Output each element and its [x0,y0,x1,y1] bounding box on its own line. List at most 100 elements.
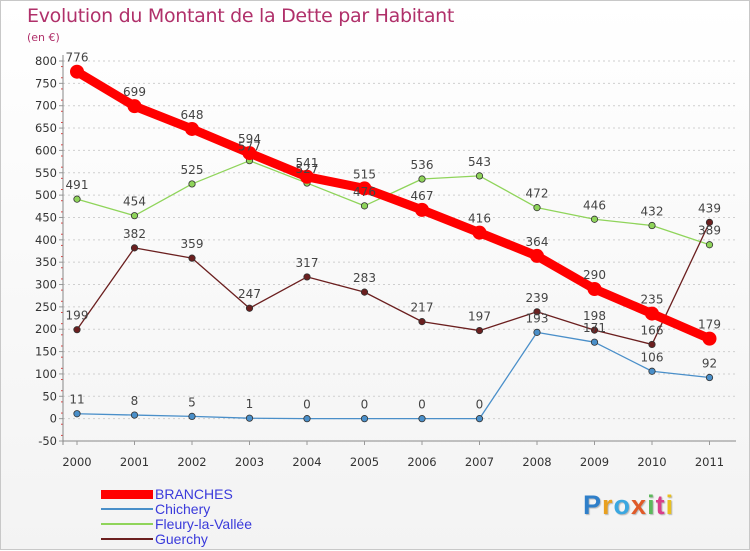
x-tick-label: 2009 [580,455,609,469]
legend-label: BRANCHES [155,486,233,502]
y-tick-label: 50 [42,389,57,403]
data-point [415,202,429,217]
x-tick-label: 2008 [522,455,551,469]
data-label: 577 [238,140,261,154]
data-point [360,202,369,210]
y-tick-label: 250 [35,300,57,314]
logo-letter: P [583,490,603,520]
data-point [587,282,602,296]
legend-swatch [101,490,153,499]
data-label: 541 [296,156,319,170]
data-label: 106 [641,350,664,364]
data-point [70,64,84,79]
data-label: 290 [583,268,606,282]
chart-title: Evolution du Montant de la Dette par Hab… [27,5,455,27]
data-label: 432 [641,205,664,219]
data-label: 446 [583,198,606,212]
data-point [188,180,196,188]
data-label: 389 [698,224,721,238]
data-label: 515 [353,167,376,181]
series-line-Guerchy [76,221,711,346]
data-point [73,326,81,334]
data-point [645,306,659,321]
data-point [702,331,717,346]
x-tick-label: 2003 [235,455,264,469]
logo-letter: x [631,490,648,520]
data-label: 776 [66,51,89,65]
data-label: 0 [303,398,311,412]
data-label: 359 [181,237,204,251]
series-line-Chichery [76,331,711,420]
data-label: 491 [66,178,89,192]
y-tick-label: 550 [35,166,57,180]
y-tick-label: 500 [35,188,57,202]
data-point [188,412,196,421]
data-label: 0 [476,398,484,412]
data-label: 166 [641,323,664,337]
x-tick-label: 2010 [637,455,666,469]
series-line-BRANCHES [72,67,714,344]
data-point [472,225,487,240]
data-point [590,326,599,334]
data-point [705,241,714,249]
data-point [475,172,484,180]
data-label: 283 [353,271,376,285]
data-point [418,318,426,326]
y-tick-label: 750 [35,76,57,90]
data-label: 199 [66,309,89,323]
data-label: 193 [526,311,549,325]
x-tick-label: 2002 [177,455,206,469]
data-point [73,410,81,418]
data-point [303,273,311,281]
data-label: 364 [526,235,549,249]
data-label: 0 [418,398,426,412]
data-point [533,308,541,316]
unit-label: (en €) [27,31,60,44]
data-label: 543 [468,155,491,169]
proxiti-logo: Proxiti [583,490,674,521]
data-point [242,146,257,161]
data-label: 171 [583,321,606,335]
data-label: 92 [702,357,717,371]
data-point [530,248,544,263]
data-label: 5 [188,395,196,409]
series-line-Fleury-la-Vallée [76,160,711,246]
data-point [648,340,656,349]
data-label: 382 [123,227,146,241]
x-tick-label: 2001 [120,455,149,469]
data-point [130,244,139,252]
logo-letter: i [647,490,656,520]
data-point [130,411,139,419]
data-point [185,121,199,136]
data-point [245,414,254,422]
data-point [360,415,369,423]
data-point [245,304,254,312]
logo-letter: o [613,490,632,520]
data-label: 235 [641,293,664,307]
legend-item: Fleury-la-Vallée [101,516,341,532]
legend: BRANCHES Chichery Fleury-la-Vallée Guerchy [101,486,341,547]
y-tick-label: 400 [35,233,57,247]
data-label: 525 [181,163,204,177]
x-tick-label: 2005 [350,455,379,469]
data-label: 8 [131,394,139,408]
x-tick-label: 2004 [292,455,321,469]
data-label: 239 [526,291,549,305]
data-label: 416 [468,212,491,226]
legend-swatch [101,508,153,510]
data-label: 699 [123,85,146,99]
data-point [475,415,484,423]
data-label: 179 [698,318,721,332]
logo-letter: i [665,490,675,520]
data-label: 536 [411,158,434,172]
logo-letter: t [655,490,666,520]
y-tick-label: 0 [50,412,57,426]
legend-swatch [101,523,153,525]
data-point [648,367,656,375]
legend-item: Chichery [101,501,341,517]
data-point [533,204,541,212]
y-tick-label: 800 [35,54,57,68]
y-tick-label: 600 [35,143,57,157]
